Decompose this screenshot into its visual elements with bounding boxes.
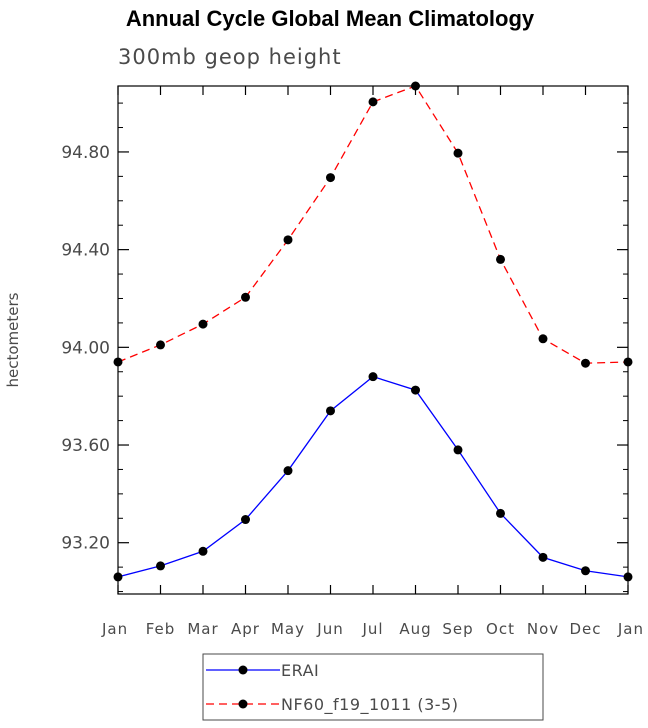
x-tick-label: Mar — [187, 620, 218, 638]
x-tick-label: Sep — [442, 620, 473, 638]
data-series — [113, 81, 633, 582]
x-tick-label: May — [271, 620, 305, 638]
data-point-erai — [496, 508, 505, 518]
x-tick-label: Aug — [399, 620, 431, 638]
legend-marker-erai — [238, 665, 248, 675]
legend: ERAI NF60_f19_1011 (3-5) — [202, 653, 544, 721]
y-tick-label: 93.20 — [61, 534, 110, 554]
data-point-erai — [241, 515, 250, 525]
x-tick-label: Dec — [569, 620, 601, 638]
x-tick-label: Nov — [527, 620, 559, 638]
legend-label-nf60: NF60_f19_1011 (3-5) — [281, 695, 458, 715]
plot-frame — [117, 85, 629, 595]
x-tick-label: Jun — [316, 620, 343, 638]
y-axis-label: hectometers — [4, 292, 22, 387]
data-point-erai — [283, 466, 293, 476]
data-point-erai — [198, 546, 208, 556]
legend-label-erai: ERAI — [281, 661, 319, 680]
data-point-nf60 — [156, 340, 165, 350]
data-point-erai — [581, 566, 590, 576]
x-tick-label: Oct — [486, 620, 515, 638]
y-tick-label: 94.80 — [61, 143, 110, 163]
data-point-nf60 — [283, 235, 293, 245]
axis-ticks — [117, 86, 629, 594]
data-point-erai — [326, 406, 335, 416]
chart-subtitle: 300mb geop height — [118, 45, 342, 69]
data-point-nf60 — [453, 148, 463, 158]
chart-title: Annual Cycle Global Mean Climatology — [126, 6, 535, 31]
series-line-erai — [117, 375, 629, 578]
legend-box — [202, 653, 544, 721]
data-point-erai — [538, 552, 548, 562]
x-tick-label: Feb — [146, 620, 176, 638]
x-tick-label: Jan — [101, 620, 128, 638]
data-point-nf60 — [241, 292, 250, 302]
data-point-nf60 — [496, 254, 505, 264]
y-tick-label: 94.00 — [61, 338, 110, 358]
data-point-nf60 — [198, 319, 208, 329]
data-point-nf60 — [326, 173, 335, 183]
data-point-nf60 — [538, 334, 548, 344]
tick-labels: 93.20 93.60 94.00 94.40 94.80 Jan Feb Mar Apr May… — [61, 143, 644, 638]
x-tick-label: Jul — [361, 620, 383, 638]
data-point-erai — [368, 372, 378, 382]
data-point-nf60 — [368, 97, 378, 107]
y-tick-label: 94.40 — [61, 241, 110, 261]
data-point-erai — [411, 385, 420, 395]
data-point-nf60 — [581, 358, 590, 368]
y-tick-label: 93.60 — [61, 436, 110, 456]
data-point-erai — [453, 445, 463, 455]
x-tick-label: Apr — [231, 620, 260, 638]
legend-marker-nf60 — [238, 699, 248, 709]
data-point-erai — [156, 561, 165, 571]
x-tick-label: Jan — [617, 620, 644, 638]
series-line-nf60 — [117, 85, 629, 364]
